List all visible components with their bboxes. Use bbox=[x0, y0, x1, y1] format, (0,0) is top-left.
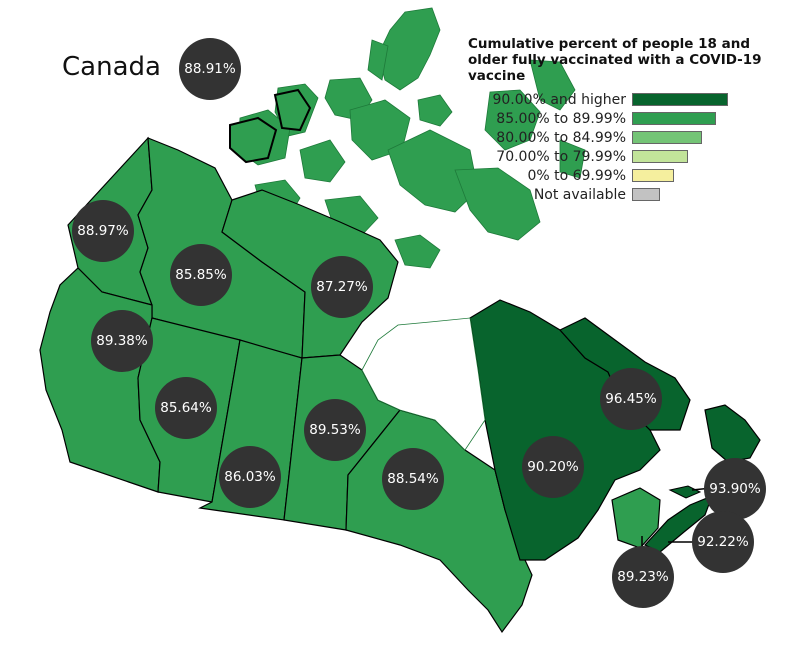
arctic-islands bbox=[237, 7, 586, 269]
region-badge-nova-scotia: 92.22% bbox=[692, 511, 754, 573]
region-badge-alberta: 85.64% bbox=[155, 377, 217, 439]
hudson-bay bbox=[361, 317, 486, 451]
legend-swatch bbox=[632, 112, 716, 125]
region-badge-nunavut: 87.27% bbox=[311, 256, 373, 318]
region-badge-manitoba: 89.53% bbox=[304, 399, 366, 461]
legend-row: 90.00% and higher bbox=[470, 91, 728, 109]
legend-swatch bbox=[632, 169, 674, 182]
region-nunavut bbox=[221, 189, 399, 359]
legend-swatch bbox=[632, 150, 688, 163]
region-badge-ontario: 88.54% bbox=[382, 448, 444, 510]
region-badge-northwest-territories: 85.85% bbox=[170, 244, 232, 306]
legend-label: 90.00% and higher bbox=[492, 92, 626, 108]
legend-row: 80.00% to 84.99% bbox=[470, 129, 702, 147]
region-new-brunswick bbox=[611, 487, 661, 549]
legend-row: 70.00% to 79.99% bbox=[470, 148, 688, 166]
region-badge-yukon: 88.97% bbox=[72, 200, 134, 262]
region-newfoundland bbox=[704, 404, 761, 463]
legend-label: 80.00% to 84.99% bbox=[496, 130, 626, 146]
legend-row: Not available bbox=[470, 186, 660, 204]
legend-swatch bbox=[632, 188, 660, 201]
region-prince-edward-island bbox=[668, 485, 702, 499]
region-badge-quebec: 90.20% bbox=[522, 436, 584, 498]
region-badge-british-columbia: 89.38% bbox=[91, 310, 153, 372]
legend-label: 70.00% to 79.99% bbox=[496, 149, 626, 165]
legend-label: 85.00% to 89.99% bbox=[496, 111, 626, 127]
legend-swatch bbox=[632, 93, 728, 106]
region-badge-prince-edward-island: 93.90% bbox=[704, 458, 766, 520]
legend-swatch bbox=[632, 131, 702, 144]
national-value-badge: 88.91% bbox=[179, 38, 241, 100]
map-title: Canada bbox=[62, 52, 161, 82]
region-badge-saskatchewan: 86.03% bbox=[219, 446, 281, 508]
nwt-islands bbox=[229, 88, 312, 164]
legend-row: 0% to 69.99% bbox=[470, 167, 674, 185]
legend-label: 0% to 69.99% bbox=[527, 168, 626, 184]
region-badge-newfoundland-and-labrador: 96.45% bbox=[600, 368, 662, 430]
legend-label: Not available bbox=[533, 187, 626, 203]
legend-title: Cumulative percent of people 18 and olde… bbox=[468, 36, 762, 84]
legend-row: 85.00% to 89.99% bbox=[470, 110, 716, 128]
region-badge-new-brunswick: 89.23% bbox=[612, 546, 674, 608]
